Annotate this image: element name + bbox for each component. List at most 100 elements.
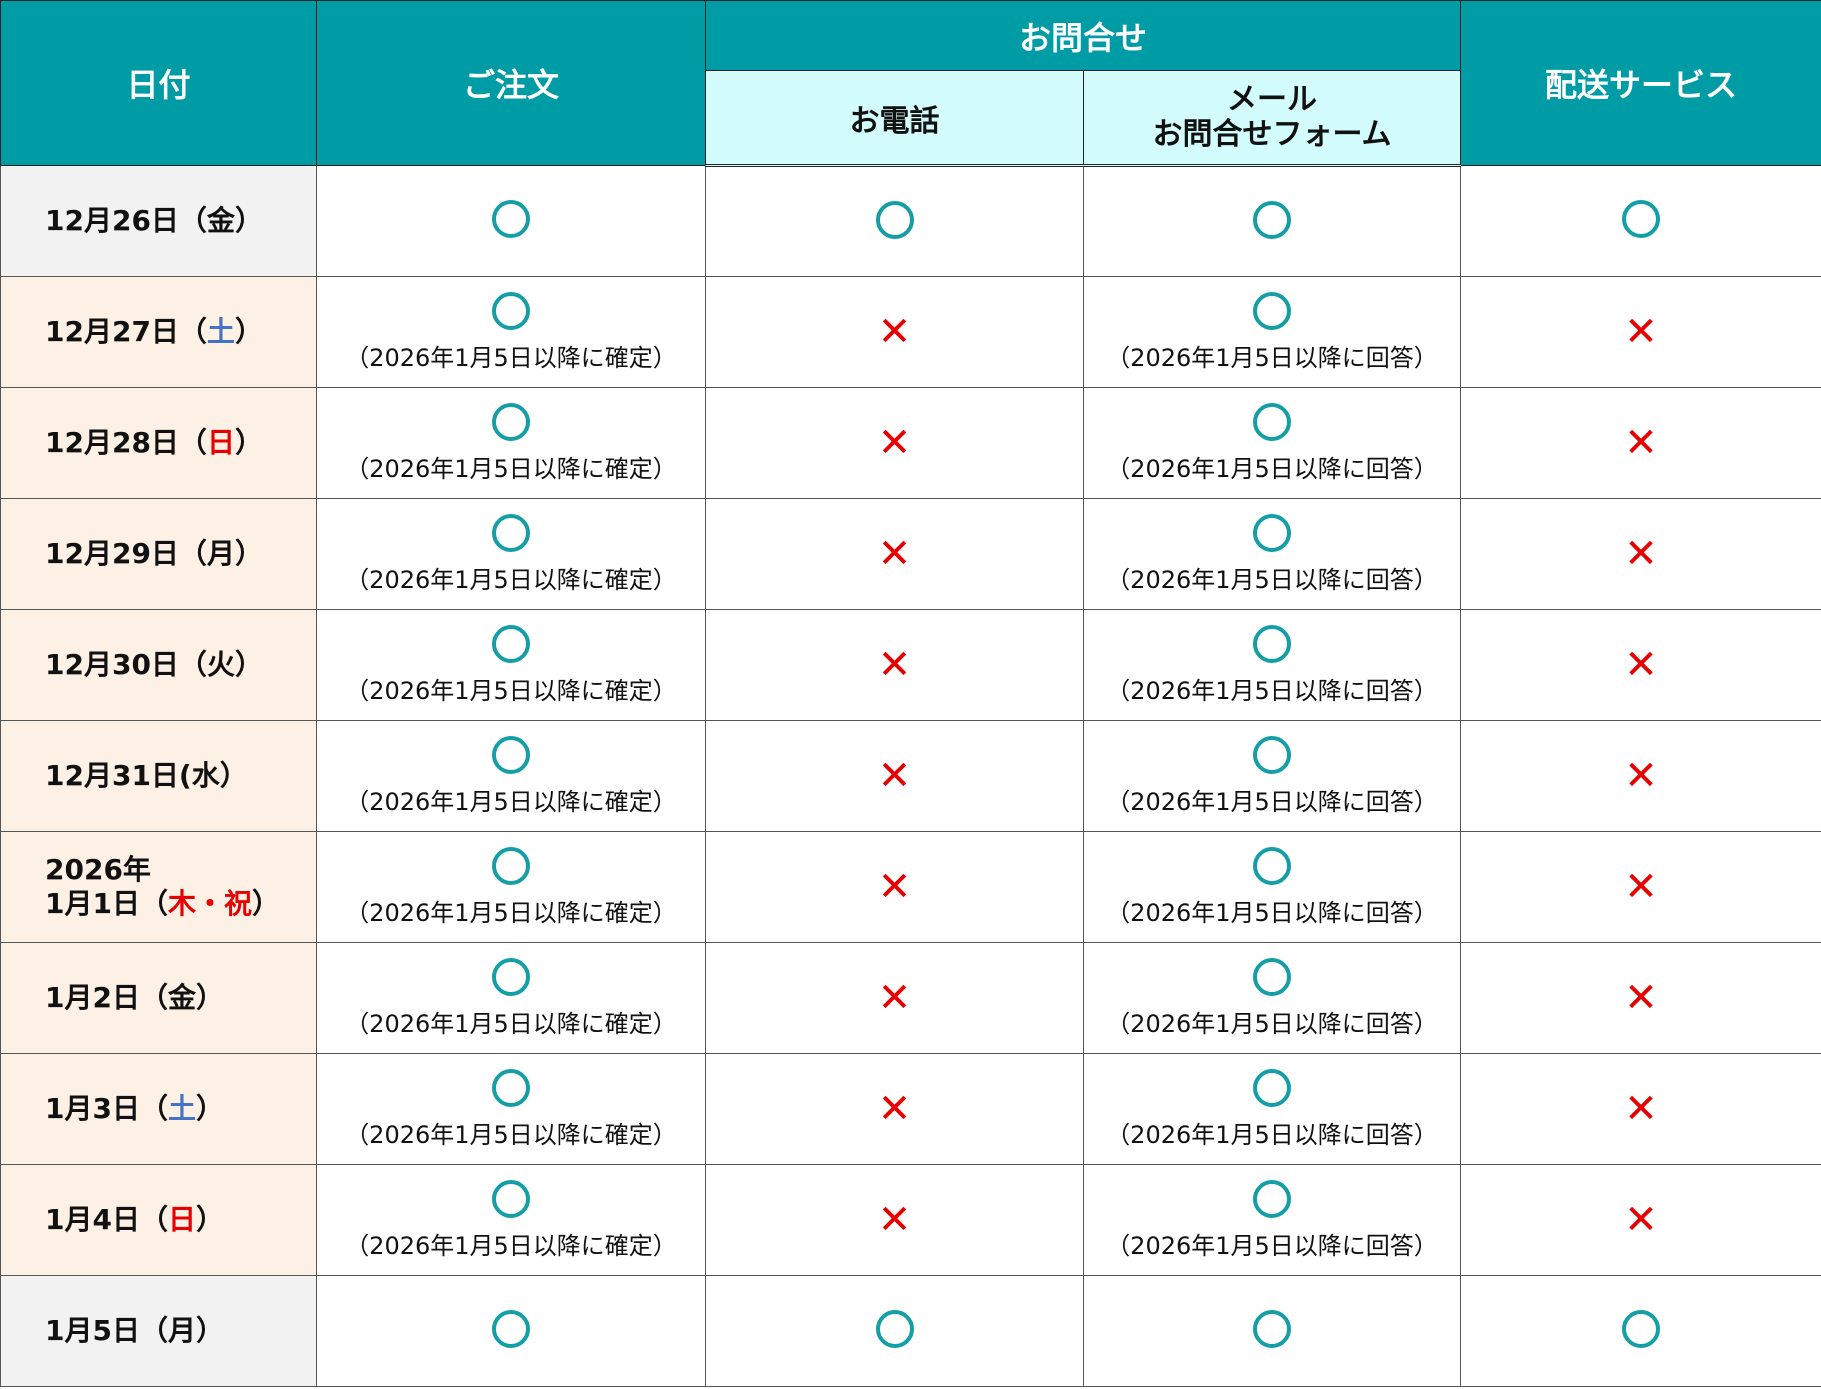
mail-note: （2026年1月5日以降に回答）	[1106, 1009, 1438, 1038]
date-text: 1月1日（	[45, 887, 168, 920]
available-circle-icon	[492, 957, 530, 996]
unavailable-cross-icon: ✕	[1624, 1086, 1658, 1132]
table-row: 1月3日（土） （2026年1月5日以降に確定） ✕ （2026年1月5日以降に回答）…	[0, 1053, 1821, 1165]
table-row: 1月4日（日） （2026年1月5日以降に確定） ✕ （2026年1月5日以降に回答）…	[0, 1164, 1821, 1276]
available-circle-icon	[1622, 1310, 1661, 1348]
available-circle-icon	[1622, 200, 1661, 238]
mail-note: （2026年1月5日以降に回答）	[1106, 787, 1438, 816]
date-cell: 12月26日（金）	[0, 165, 317, 277]
date-close: ）	[234, 315, 263, 349]
unavailable-cross-icon: ✕	[877, 753, 912, 799]
table-row: 12月26日（金）	[0, 165, 1821, 277]
delivery-cell: ✕	[1460, 609, 1821, 721]
table-row: 1月5日（月）	[0, 1275, 1821, 1387]
date-cell: 12月27日（土）	[0, 276, 317, 388]
phone-cell: ✕	[705, 609, 1084, 721]
mail-note: （2026年1月5日以降に回答）	[1106, 343, 1438, 372]
unavailable-cross-icon: ✕	[1624, 753, 1658, 799]
header-date: 日付	[0, 0, 317, 166]
date-year: 2026年	[45, 853, 151, 887]
available-circle-icon	[492, 1310, 530, 1348]
available-circle-icon	[1253, 291, 1291, 330]
order-note: （2026年1月5日以降に確定）	[345, 343, 677, 372]
available-circle-icon	[492, 200, 530, 238]
order-note: （2026年1月5日以降に確定）	[345, 676, 677, 705]
delivery-cell: ✕	[1460, 1053, 1821, 1165]
order-cell: （2026年1月5日以降に確定）	[316, 831, 706, 943]
weekday: 土	[167, 1092, 196, 1126]
delivery-cell: ✕	[1460, 720, 1821, 832]
date-cell: 12月29日（月）	[0, 498, 317, 610]
date-cell: 12月31日(水）	[0, 720, 317, 832]
phone-cell: ✕	[705, 276, 1084, 388]
table-row: 2026年 1月1日（木・祝） （2026年1月5日以降に確定） ✕ （2026年1月5…	[0, 831, 1821, 943]
weekday: 日	[206, 426, 235, 460]
header-order: ご注文	[316, 0, 706, 166]
available-circle-icon	[1253, 624, 1291, 663]
header-delivery: 配送サービス	[1460, 0, 1821, 166]
weekday: 金	[167, 981, 196, 1015]
phone-cell: ✕	[705, 831, 1084, 943]
order-cell: （2026年1月5日以降に確定）	[316, 1053, 706, 1165]
weekday: 月	[167, 1314, 196, 1348]
available-circle-icon	[492, 624, 530, 663]
available-circle-icon	[1253, 402, 1291, 441]
date-cell: 1月5日（月）	[0, 1275, 317, 1387]
mail-cell	[1082, 165, 1462, 277]
order-note: （2026年1月5日以降に確定）	[345, 454, 677, 483]
delivery-cell: ✕	[1460, 1164, 1821, 1276]
date-text: 12月27日（	[45, 315, 207, 349]
table-row: 12月31日(水） （2026年1月5日以降に確定） ✕ （2026年1月5日以降に回…	[0, 720, 1821, 832]
available-circle-icon	[1253, 1310, 1291, 1348]
date-text: 12月28日（	[45, 426, 207, 460]
order-cell: （2026年1月5日以降に確定）	[316, 720, 706, 832]
available-circle-icon	[1253, 513, 1291, 552]
phone-cell: ✕	[705, 498, 1084, 610]
unavailable-cross-icon: ✕	[1624, 531, 1658, 577]
order-cell	[316, 165, 706, 277]
header-mail-line1: メール	[1227, 82, 1317, 117]
phone-cell: ✕	[705, 1164, 1084, 1276]
date-cell: 12月28日（日）	[0, 387, 317, 499]
weekday: 月	[206, 537, 235, 571]
unavailable-cross-icon: ✕	[877, 309, 912, 355]
order-note: （2026年1月5日以降に確定）	[345, 1009, 677, 1038]
mail-note: （2026年1月5日以降に回答）	[1106, 454, 1438, 483]
table-row: 1月2日（金） （2026年1月5日以降に確定） ✕ （2026年1月5日以降に回答）…	[0, 942, 1821, 1054]
available-circle-icon	[875, 1310, 914, 1348]
available-circle-icon	[492, 291, 530, 330]
available-circle-icon	[1253, 735, 1291, 774]
available-circle-icon	[875, 200, 914, 239]
table-row: 12月29日（月） （2026年1月5日以降に確定） ✕ （2026年1月5日以降に回…	[0, 498, 1821, 610]
mail-note: （2026年1月5日以降に回答）	[1106, 898, 1438, 927]
available-circle-icon	[492, 513, 530, 552]
available-circle-icon	[1253, 1068, 1291, 1107]
date-close: ）	[234, 426, 263, 460]
delivery-cell: ✕	[1460, 387, 1821, 499]
order-cell: （2026年1月5日以降に確定）	[316, 498, 706, 610]
delivery-cell: ✕	[1460, 942, 1821, 1054]
available-circle-icon	[1253, 200, 1291, 239]
header-inquiry: お問合せ	[704, 0, 1462, 71]
mail-cell: （2026年1月5日以降に回答）	[1082, 609, 1462, 721]
unavailable-cross-icon: ✕	[1624, 975, 1658, 1021]
mail-note: （2026年1月5日以降に回答）	[1106, 1120, 1438, 1149]
date-text: 1月2日（	[45, 981, 168, 1015]
header-mail: メール お問合せフォーム	[1082, 70, 1462, 167]
date-cell: 1月2日（金）	[0, 942, 317, 1054]
mail-cell: （2026年1月5日以降に回答）	[1082, 498, 1462, 610]
date-text: 1月4日（	[45, 1203, 168, 1237]
unavailable-cross-icon: ✕	[1624, 309, 1658, 355]
available-circle-icon	[492, 1068, 530, 1107]
available-circle-icon	[492, 1179, 530, 1218]
date-close: ）	[234, 204, 263, 238]
phone-cell	[705, 165, 1084, 277]
weekday: 土	[206, 315, 235, 349]
order-cell	[316, 1275, 706, 1387]
mail-cell: （2026年1月5日以降に回答）	[1082, 831, 1462, 943]
order-cell: （2026年1月5日以降に確定）	[316, 1164, 706, 1276]
date-cell: 12月30日（火）	[0, 609, 317, 721]
date-text: 1月5日（	[45, 1314, 168, 1348]
order-note: （2026年1月5日以降に確定）	[345, 565, 677, 594]
